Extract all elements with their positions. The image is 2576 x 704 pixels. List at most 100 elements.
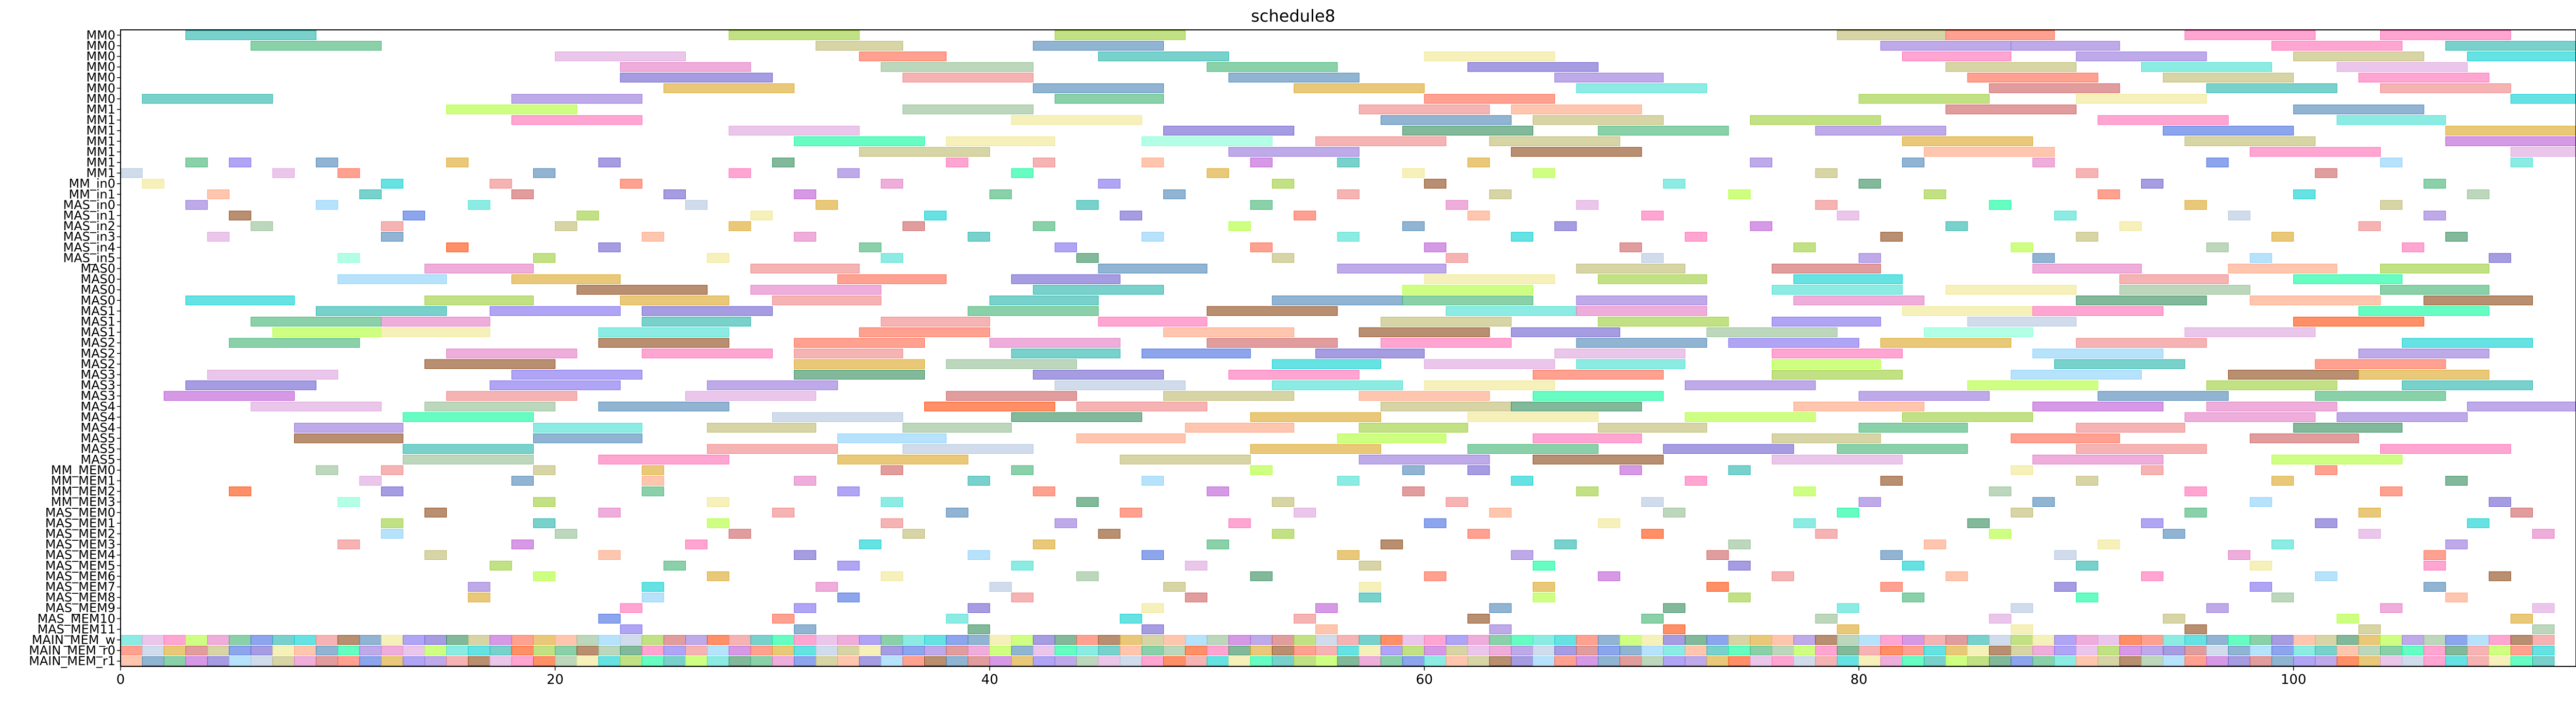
gantt-bar bbox=[381, 221, 403, 231]
gantt-bar bbox=[1446, 645, 1468, 656]
gantt-bar bbox=[1815, 529, 1838, 539]
gantt-bar bbox=[489, 656, 512, 666]
gantt-bar bbox=[337, 635, 360, 645]
gantt-bar bbox=[902, 529, 925, 539]
gantt-bar bbox=[272, 645, 295, 656]
gantt-bar bbox=[1511, 645, 1534, 656]
gantt-bar bbox=[424, 401, 556, 411]
gantt-bar bbox=[968, 645, 990, 656]
gantt-bar bbox=[1250, 242, 1273, 252]
x-tick-label: 80 bbox=[1851, 672, 1868, 688]
gantt-bar bbox=[1728, 189, 1751, 199]
x-tick-label: 60 bbox=[1416, 672, 1433, 688]
gantt-bar bbox=[1945, 221, 1968, 231]
gantt-bar bbox=[1337, 232, 1360, 242]
gantt-bar bbox=[1858, 94, 1990, 104]
gantt-bar bbox=[381, 486, 403, 496]
gantt-bar bbox=[1120, 613, 1142, 624]
y-tick-label: MM_MEM2 bbox=[51, 484, 115, 499]
gantt-bar bbox=[2510, 147, 2576, 157]
gantt-bar bbox=[2054, 211, 2077, 220]
gantt-bar bbox=[511, 94, 642, 104]
gantt-bar bbox=[2163, 73, 2294, 83]
gantt-bar bbox=[2424, 635, 2446, 645]
gantt-bar bbox=[1815, 126, 1946, 136]
gantt-bar bbox=[2249, 253, 2273, 263]
gantt-bar bbox=[772, 295, 882, 305]
gantt-bar bbox=[1207, 486, 1229, 496]
gantt-bar bbox=[468, 656, 490, 666]
gantt-bar bbox=[1315, 635, 1338, 645]
gantt-bar bbox=[207, 189, 230, 199]
gantt-bar bbox=[598, 635, 621, 645]
gantt-bar bbox=[489, 645, 512, 656]
gantt-bar bbox=[468, 582, 490, 592]
gantt-bar bbox=[1576, 338, 1707, 348]
gantt-bar bbox=[1880, 645, 1903, 656]
gantt-bar bbox=[1533, 168, 1555, 178]
y-axis: MM0MM0MM0MM0MM0MM0MM0MM1MM1MM1MM1MM1MM1M… bbox=[29, 28, 121, 668]
gantt-bar bbox=[2032, 158, 2055, 167]
gantt-bar bbox=[2249, 582, 2273, 592]
gantt-bar bbox=[1641, 211, 1664, 220]
gantt-bar bbox=[2249, 560, 2273, 571]
gantt-bar bbox=[989, 635, 1012, 645]
gantt-bar bbox=[2272, 635, 2294, 645]
gantt-bar bbox=[2532, 656, 2555, 666]
gantt-bar bbox=[185, 656, 208, 666]
gantt-bar bbox=[1945, 571, 1968, 581]
gantt-bar bbox=[1902, 306, 2033, 316]
gantt-bar bbox=[2445, 539, 2468, 550]
gantt-bar bbox=[1989, 486, 2011, 496]
gantt-bar bbox=[2228, 550, 2250, 560]
gantt-bar bbox=[207, 232, 230, 242]
y-tick-label: MM_in0 bbox=[69, 177, 115, 191]
gantt-bar bbox=[2249, 147, 2381, 157]
gantt-bar bbox=[663, 83, 794, 93]
gantt-bar bbox=[1076, 433, 1186, 443]
gantt-bar bbox=[2141, 656, 2164, 666]
gantt-bar bbox=[1924, 189, 1946, 199]
gantt-bar bbox=[1815, 635, 1838, 645]
gantt-bar bbox=[446, 635, 469, 645]
gantt-bar bbox=[2424, 179, 2446, 189]
gantt-bar bbox=[620, 645, 642, 656]
gantt-bar bbox=[1055, 380, 1186, 390]
y-tick-label: MAS0 bbox=[80, 272, 115, 286]
gantt-bar bbox=[120, 645, 143, 656]
gantt-bar bbox=[685, 200, 708, 210]
gantt-bar bbox=[1207, 635, 1229, 645]
gantt-bar bbox=[1598, 635, 1620, 645]
gantt-bar bbox=[1533, 370, 1664, 380]
gantt-bar bbox=[1598, 126, 1729, 136]
gantt-bar bbox=[1533, 115, 1664, 125]
gantt-bar bbox=[1228, 645, 1251, 656]
gantt-bar bbox=[1598, 518, 1620, 528]
gantt-bar bbox=[1337, 476, 1360, 486]
gantt-bar bbox=[1858, 391, 1990, 401]
y-tick-label: MAS_MEM5 bbox=[45, 558, 115, 573]
gantt-bar bbox=[685, 539, 708, 550]
gantt-bar bbox=[1359, 592, 1381, 603]
gantt-bar bbox=[2119, 645, 2142, 656]
gantt-bar bbox=[1076, 571, 1099, 581]
gantt-bar bbox=[1815, 645, 1838, 656]
gantt-bar bbox=[2445, 232, 2468, 242]
y-tick-label: MM1 bbox=[86, 156, 115, 170]
gantt-bar bbox=[2488, 645, 2511, 656]
gantt-bar bbox=[946, 613, 969, 624]
y-tick-label: MAS_MEM6 bbox=[45, 569, 115, 583]
gantt-bar bbox=[2076, 423, 2185, 433]
gantt-bar bbox=[2467, 645, 2489, 656]
gantt-bar bbox=[1228, 518, 1251, 528]
gantt-bar bbox=[620, 62, 751, 72]
gantt-bar bbox=[1576, 200, 1599, 210]
gantt-bar bbox=[511, 656, 534, 666]
gantt-bar bbox=[2054, 550, 2077, 560]
gantt-bar bbox=[1446, 253, 1468, 263]
gantt-bar bbox=[316, 656, 338, 666]
gantt-bar bbox=[207, 656, 230, 666]
gantt-bar bbox=[337, 274, 447, 284]
gantt-bar bbox=[2184, 30, 2316, 40]
